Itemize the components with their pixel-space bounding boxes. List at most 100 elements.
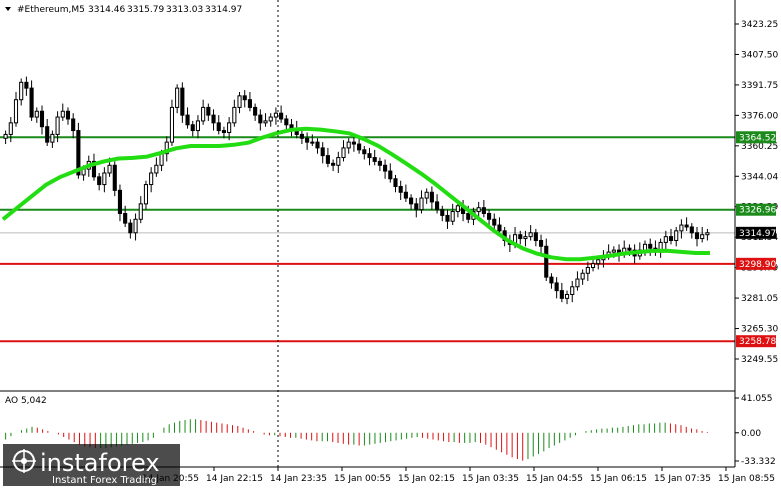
candle — [45, 118, 50, 146]
candle — [377, 157, 382, 172]
candle — [575, 271, 580, 291]
candle — [564, 290, 570, 305]
candle-body — [564, 293, 570, 299]
level-tag-3: 3258.78 — [736, 335, 776, 348]
candle-body — [336, 157, 341, 166]
candle — [674, 226, 679, 247]
candle-body — [455, 205, 460, 213]
candle — [679, 219, 684, 239]
low-value: 3313.03 — [166, 5, 203, 15]
candle-body — [211, 114, 216, 124]
candle — [123, 205, 128, 227]
candle-body — [216, 122, 221, 132]
level-tag-1-label: 3326.96 — [739, 206, 776, 216]
candle-body — [180, 87, 185, 116]
watermark-tagline: Instant Forex Trading — [52, 475, 157, 486]
candle — [65, 107, 71, 125]
candle-body — [419, 197, 424, 211]
candle — [154, 157, 159, 177]
candle — [185, 107, 190, 129]
candle — [232, 99, 237, 127]
level-tag-2-bg — [736, 257, 776, 270]
candle — [341, 140, 346, 162]
candle — [393, 174, 398, 193]
indicator-tick-label: -33.332 — [741, 457, 776, 467]
candle-body — [383, 164, 388, 172]
candle-body — [424, 191, 429, 199]
last-price-tag-label: 3314.97 — [739, 229, 776, 239]
candle — [429, 186, 434, 210]
candle — [372, 149, 377, 166]
candle — [112, 161, 117, 197]
candle — [700, 226, 705, 243]
candle-body — [107, 164, 112, 174]
candle-body — [29, 87, 34, 118]
price-tick-label: 3344.04 — [741, 172, 778, 182]
candle-body — [377, 160, 382, 166]
candle-body — [518, 234, 523, 240]
candle — [528, 225, 533, 241]
close-value: 3314.97 — [205, 5, 242, 15]
candle-body — [190, 124, 195, 132]
candle — [549, 273, 554, 289]
candle-body — [112, 164, 117, 191]
candle-body — [91, 160, 97, 178]
candle — [273, 107, 278, 125]
candle — [367, 147, 372, 166]
candle-body — [237, 95, 242, 108]
candle-body — [117, 189, 123, 214]
candle-body — [149, 172, 154, 186]
candle — [216, 115, 221, 135]
price-tick-label: 3265.30 — [741, 325, 778, 335]
candle — [133, 213, 138, 241]
candle — [97, 172, 102, 191]
candle — [481, 199, 486, 218]
candle-body — [414, 203, 419, 211]
candle — [55, 111, 60, 143]
candle-body — [559, 290, 564, 299]
candle-body — [227, 122, 232, 133]
candle-body — [694, 232, 700, 240]
candle-body — [487, 212, 492, 220]
candle-body — [596, 259, 601, 265]
candle — [580, 269, 585, 285]
candle — [24, 76, 29, 96]
candle — [440, 205, 445, 222]
candle — [398, 180, 403, 200]
candle — [305, 132, 310, 150]
candle — [409, 194, 414, 210]
candle — [518, 230, 523, 245]
candle — [190, 120, 195, 137]
candle-body — [440, 209, 445, 216]
price-tick-label: 3423.25 — [741, 20, 778, 30]
candle-body — [554, 282, 559, 292]
candle-body — [320, 147, 325, 157]
candle-body — [580, 272, 585, 280]
candle-body — [351, 141, 356, 145]
candle-body — [305, 137, 310, 143]
candle-body — [154, 164, 159, 174]
moving-average-line — [1, 126, 710, 262]
candle-body — [299, 133, 304, 139]
candle — [60, 103, 65, 121]
price-tick-label: 3376.00 — [741, 111, 778, 121]
time-tick-label: 15 Jan 00:55 — [334, 474, 391, 484]
candle-body — [65, 110, 71, 120]
candle-body — [585, 266, 590, 274]
candle-body — [3, 133, 8, 139]
candle — [315, 138, 320, 154]
symbol-label: #Ethereum,M5 — [17, 5, 85, 15]
candle-body — [409, 197, 414, 205]
candle-body — [19, 81, 24, 101]
dropdown-arrow-icon[interactable] — [5, 7, 11, 11]
candle-body — [492, 218, 497, 226]
price-tick-label: 3281.05 — [741, 294, 778, 304]
candle — [169, 99, 175, 146]
candle-body — [476, 207, 481, 213]
level-tag-0-label: 3364.52 — [739, 133, 776, 143]
candle — [253, 103, 258, 121]
candles — [3, 76, 710, 305]
candle-body — [388, 170, 393, 180]
